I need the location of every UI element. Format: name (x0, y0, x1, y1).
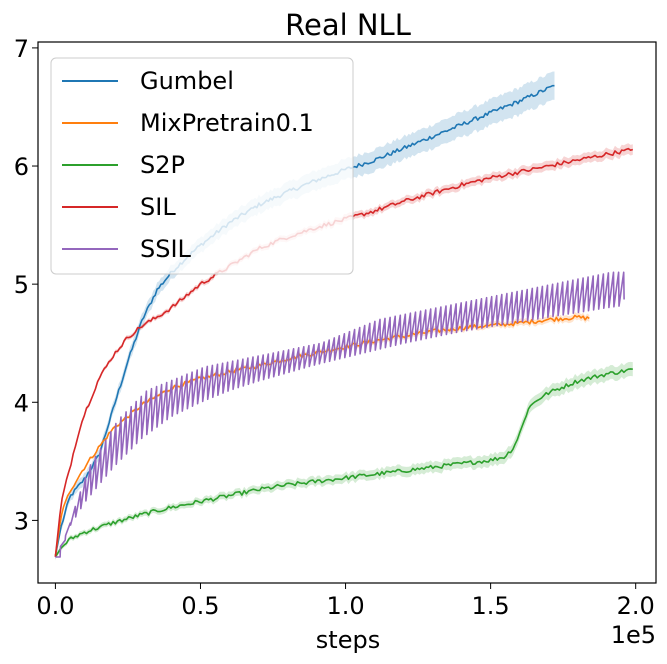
legend: Gumbel MixPretrain0.1 S2P SIL SSIL (50, 57, 354, 275)
legend-label-gumbel: Gumbel (140, 67, 234, 95)
x-tick-label: 0.0 (36, 592, 74, 620)
legend-label-s2p: S2P (140, 151, 185, 179)
y-tick-label: 7 (14, 35, 29, 63)
legend-box (50, 57, 354, 275)
x-tick-label: 0.5 (181, 592, 219, 620)
series-line-ssil (55, 271, 625, 558)
x-tick-label: 1.5 (472, 592, 510, 620)
series-line-s2p (54, 368, 633, 558)
chart-title: Real NLL (285, 8, 411, 42)
legend-label-sil: SIL (140, 193, 176, 221)
x-axis-label: steps (316, 626, 380, 654)
y-tick-label: 5 (14, 271, 29, 299)
x-tick-label: 2.0 (617, 592, 655, 620)
band-s2p (55, 361, 633, 560)
x-axis-offset-label: 1e5 (611, 621, 656, 649)
y-tick-label: 3 (14, 507, 29, 535)
y-axis: 3 4 5 6 7 (14, 35, 38, 535)
legend-label-mixpretrain: MixPretrain0.1 (140, 109, 314, 137)
y-tick-label: 4 (14, 389, 29, 417)
x-tick-label: 1.0 (326, 592, 364, 620)
plot-frame (37, 41, 657, 584)
x-axis: 0.0 0.5 1.0 1.5 2.0 (36, 583, 655, 620)
legend-label-ssil: SSIL (140, 235, 192, 263)
y-tick-label: 6 (14, 153, 29, 181)
